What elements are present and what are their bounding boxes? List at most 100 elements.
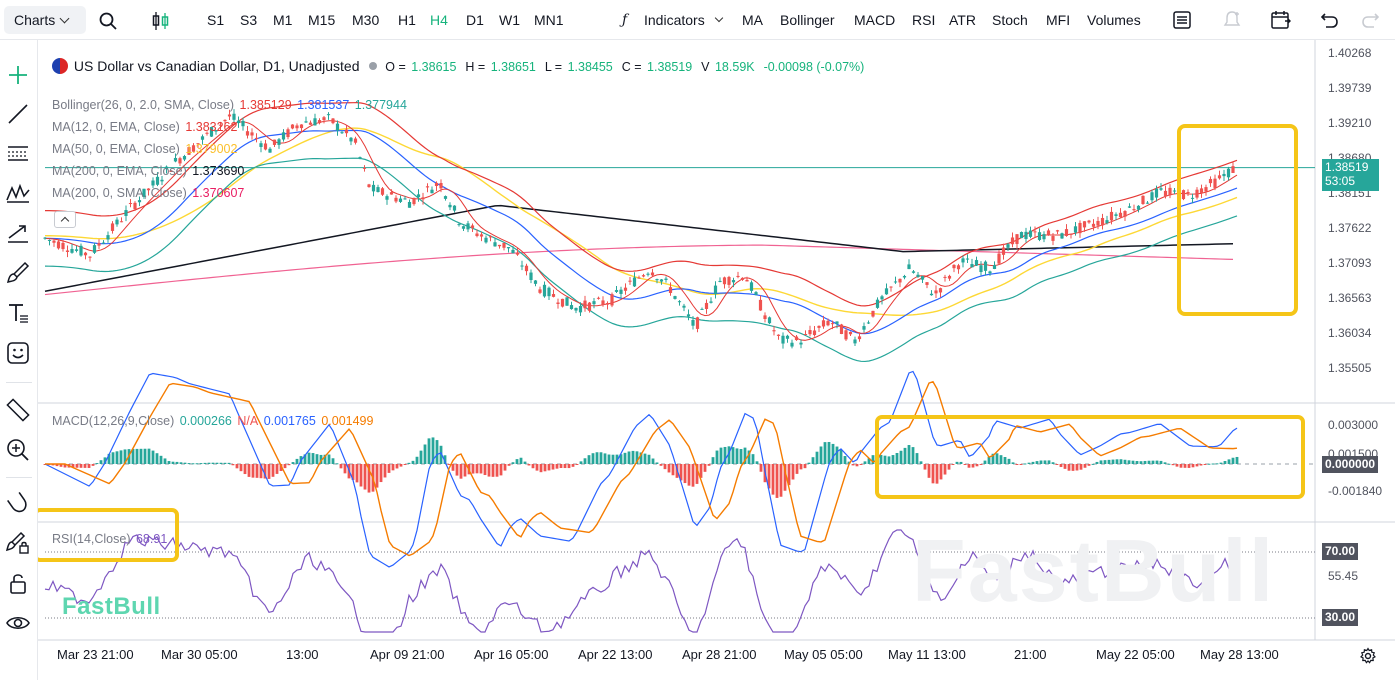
candle-body [92, 245, 97, 253]
lock-icon[interactable] [5, 570, 31, 596]
ruler-icon[interactable] [5, 397, 31, 423]
indicator-bollinger[interactable]: Bollinger [780, 12, 835, 28]
timeframe-m30[interactable]: M30 [352, 12, 380, 28]
macd-histogram-bar [643, 453, 647, 464]
indicator-volumes[interactable]: Volumes [1087, 12, 1141, 28]
lock-drawings-icon[interactable] [5, 530, 31, 556]
macd-histogram-bar [567, 464, 571, 469]
macd-histogram-bar [499, 464, 503, 476]
candle-body [232, 113, 236, 120]
magnet-icon[interactable] [5, 490, 31, 516]
timeframe-d1[interactable]: D1 [466, 12, 484, 28]
timeframe-m1[interactable]: M1 [273, 12, 293, 28]
candle-body [1199, 188, 1204, 193]
brush-icon[interactable] [5, 260, 31, 286]
timeframe-w1[interactable]: W1 [499, 12, 520, 28]
macd-histogram-bar [535, 464, 539, 471]
timeframe-m15[interactable]: M15 [308, 12, 336, 28]
macd-histogram-bar [255, 464, 259, 478]
timeframe-h4[interactable]: H4 [430, 12, 448, 28]
zoom-in-icon[interactable] [5, 437, 31, 463]
redo-icon[interactable] [1360, 10, 1380, 30]
macd-histogram-bar [711, 457, 715, 464]
candle-body [853, 339, 857, 344]
projection-icon[interactable] [5, 220, 31, 246]
candle-body [934, 290, 938, 294]
candle-body [857, 336, 862, 340]
macd-histogram-bar [103, 457, 107, 464]
charts-dropdown[interactable]: Charts [4, 6, 86, 34]
candle-body [587, 302, 592, 311]
candle-body [430, 189, 434, 194]
crosshair-icon[interactable] [5, 62, 31, 88]
macd-histogram-bar [931, 464, 935, 484]
pattern-icon[interactable] [5, 180, 31, 206]
candle-body [691, 320, 695, 326]
horizontal-lines-icon[interactable] [5, 140, 31, 166]
undo-icon[interactable] [1320, 10, 1340, 30]
candle-body [1172, 190, 1177, 192]
macd-histogram-bar [463, 464, 467, 477]
candle-body [970, 264, 974, 268]
candle-body [484, 237, 488, 243]
indicator-legend-sma200[interactable]: MA(200, 0, SMA, Close) 1.370607 [52, 186, 246, 200]
macd-histogram-bar [1155, 460, 1159, 464]
macd-histogram-bar [999, 455, 1003, 464]
macd-histogram-bar [819, 446, 823, 464]
macd-histogram-bar [775, 464, 779, 498]
macd-histogram-bar [1043, 460, 1047, 464]
candle-body [1114, 214, 1118, 216]
macd-histogram-bar [1087, 464, 1091, 466]
indicator-macd[interactable]: MACD [854, 12, 896, 28]
timeframe-mn1[interactable]: MN1 [534, 12, 564, 28]
rsi-upper-tag: 70.00 [1322, 543, 1359, 560]
candle-body [641, 275, 646, 277]
indicator-value: 1.370607 [192, 186, 245, 200]
macd-legend[interactable]: MACD(12,26,9,Close) 0.000266 N/A 0.00176… [52, 414, 375, 428]
eye-icon[interactable] [5, 610, 31, 636]
function-icon: ƒ [622, 12, 628, 28]
emoji-icon[interactable] [5, 340, 31, 366]
candle-type-icon[interactable] [150, 10, 172, 32]
calendar-icon[interactable] [1270, 10, 1292, 30]
macd-histogram-bar [1219, 462, 1223, 464]
candle-body [367, 184, 371, 188]
text-icon[interactable] [5, 300, 31, 326]
macd-histogram-bar [1035, 461, 1039, 464]
macd-histogram-bar [475, 464, 479, 474]
alert-icon[interactable] [1222, 10, 1242, 30]
macd-histogram-bar [795, 464, 799, 474]
macd-histogram-bar [971, 464, 975, 468]
indicator-legend-ma50[interactable]: MA(50, 0, EMA, Close) 1.379002 [52, 142, 239, 156]
indicator-legend-bollinger[interactable]: Bollinger(26, 0, 2.0, SMA, Close) 1.3851… [52, 98, 409, 112]
macd-histogram-bar [699, 464, 703, 478]
candle-body [196, 143, 200, 145]
indicator-stoch[interactable]: Stoch [992, 12, 1028, 28]
indicator-ma[interactable]: MA [742, 12, 763, 28]
candle-body [227, 114, 232, 117]
candle-body [952, 264, 956, 269]
template-icon[interactable] [1172, 10, 1192, 30]
timeframe-s1[interactable]: S1 [207, 12, 225, 28]
settings-gear-icon[interactable] [1359, 647, 1377, 665]
indicator-name: MA(50, 0, EMA, Close) [52, 142, 180, 156]
collapse-legend-button[interactable] [54, 211, 76, 228]
indicator-value: 1.381537 [297, 98, 350, 112]
indicator-legend-ma12[interactable]: MA(12, 0, EMA, Close) 1.383262 [52, 120, 239, 134]
indicator-legend-ema200[interactable]: MA(200, 0, EMA, Close) 1.373690 [52, 164, 246, 178]
indicator-mfi[interactable]: MFI [1046, 12, 1071, 28]
search-icon[interactable] [98, 11, 118, 31]
trend-line-icon[interactable] [5, 101, 31, 127]
timeframe-s3[interactable]: S3 [240, 12, 258, 28]
indicator-atr[interactable]: ATR [949, 12, 976, 28]
rsi-legend[interactable]: RSI(14,Close) 68.91 [52, 532, 169, 546]
timeframe-h1[interactable]: H1 [398, 12, 416, 28]
indicator-rsi[interactable]: RSI [912, 12, 936, 28]
candle-body [511, 249, 515, 254]
macd-line [44, 370, 1238, 568]
macd-histogram-bar [671, 464, 675, 476]
candle-body [1105, 220, 1109, 224]
candle-body [281, 132, 286, 140]
candle-body [259, 143, 263, 147]
